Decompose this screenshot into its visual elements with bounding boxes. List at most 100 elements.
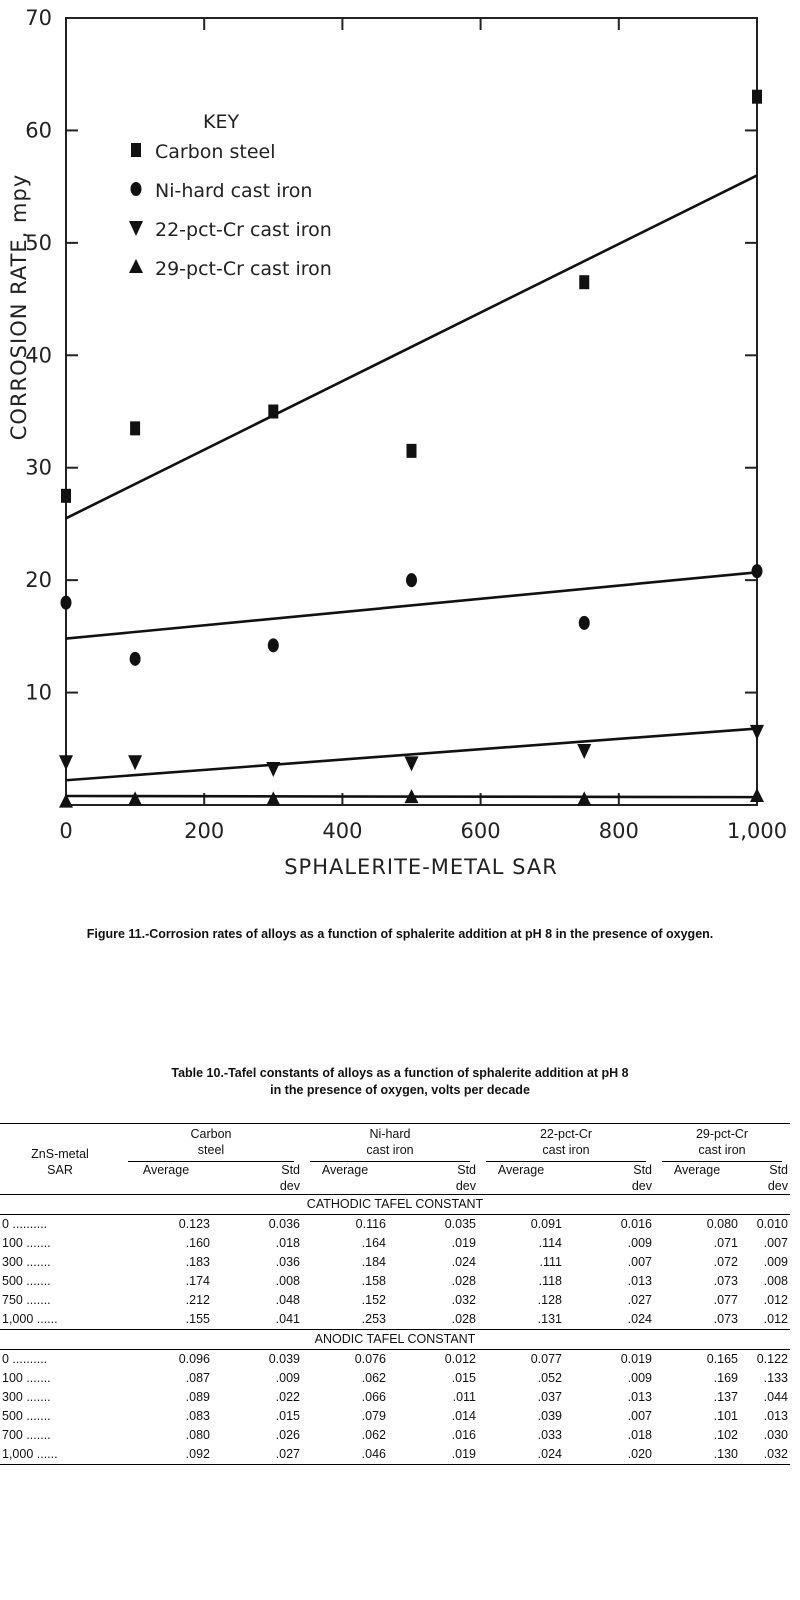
sar-cell: 700 ....... (2, 1428, 51, 1442)
std-dev-cell: .007 (627, 1255, 652, 1269)
group-header-carbon-steel: Carbon steel (120, 1126, 302, 1161)
y-tick-label: 70 (25, 6, 52, 30)
group-rule (310, 1161, 470, 1162)
std-dev-cell: .007 (763, 1236, 788, 1250)
std-dev-cell: 0.122 (756, 1352, 788, 1366)
group-header-line-2: cast iron (366, 1143, 414, 1157)
data-point-square (61, 488, 71, 503)
average-cell: .066 (361, 1390, 386, 1404)
group-header-line-1: 29-pct-Cr (695, 1127, 749, 1141)
std-dev-header-line-2: dev (455, 1179, 476, 1193)
y-tick-label: 10 (25, 681, 52, 705)
std-dev-cell: .028 (451, 1274, 476, 1288)
y-axis-title: CORROSION RATE, mpy (7, 174, 31, 440)
average-cell: 0.116 (355, 1217, 386, 1231)
y-tick-label: 20 (25, 568, 52, 592)
std-dev-cell: .018 (627, 1428, 652, 1442)
std-dev-cell: .019 (451, 1447, 476, 1461)
average-cell: .024 (537, 1447, 562, 1461)
legend-label: 29-pct-Cr cast iron (155, 258, 332, 280)
std-dev-header: Std dev (564, 1162, 654, 1195)
legend-label: Carbon steel (155, 141, 276, 163)
std-dev-cell: .009 (627, 1371, 652, 1385)
data-point-circle (267, 638, 279, 653)
average-cell: .128 (537, 1293, 562, 1307)
table-row: 300 ....... .183 .036 .184 .024 .111 .007 .072.… (0, 1253, 790, 1272)
average-cell: .039 (537, 1409, 562, 1423)
group-header-line-1: Carbon (190, 1127, 232, 1141)
average-cell: .253 (361, 1312, 386, 1326)
std-dev-header-line-1: Std (281, 1163, 300, 1177)
std-dev-header: Std dev (740, 1162, 790, 1195)
x-tick-label: 400 (322, 819, 362, 843)
group-header-22-cr: 22-pct-Cr cast iron (478, 1126, 654, 1161)
table-row: 0 .......... 0.096 0.039 0.076 0.012 0.077 0.0… (0, 1350, 790, 1370)
average-cell: .184 (361, 1255, 386, 1269)
std-dev-cell: .016 (451, 1428, 476, 1442)
average-cell: .130 (713, 1447, 738, 1461)
legend-label: Ni-hard cast iron (155, 180, 312, 202)
average-cell: .072 (713, 1255, 738, 1269)
data-point-triangle-up (404, 789, 419, 804)
x-tick-label: 800 (599, 819, 639, 843)
average-cell: .114 (538, 1236, 562, 1250)
average-cell: .073 (713, 1274, 738, 1288)
figure-caption: Figure 11.-Corrosion rates of alloys as … (86, 927, 714, 941)
average-cell: .071 (713, 1236, 738, 1250)
data-point-triangle-down (128, 755, 143, 771)
data-point-triangle-down (750, 724, 764, 740)
table-row: 100 ....... .087 .009 .062 .015 .052 .009 .169.… (0, 1369, 790, 1388)
sar-cell: 1,000 ...... (2, 1312, 58, 1326)
std-dev-cell: 0.036 (268, 1217, 300, 1231)
table-row: 1,000 ...... .155 .041 .253 .028 .131 .024 .073… (0, 1310, 790, 1330)
average-cell: .077 (713, 1293, 738, 1307)
average-cell: 0.123 (178, 1217, 210, 1231)
table-body: CATHODIC TAFEL CONSTANT 0 .......... 0.123… (0, 1194, 790, 1465)
average-cell: .089 (185, 1390, 210, 1404)
std-dev-cell: 0.035 (444, 1217, 476, 1231)
table-row: 0 .......... 0.123 0.036 0.116 0.035 0.091 0.0… (0, 1215, 790, 1235)
table-row: 300 ....... .089 .022 .066 .011 .037 .013 .137.… (0, 1388, 790, 1407)
std-dev-cell: 0.019 (620, 1352, 652, 1366)
average-header: Average (497, 1163, 545, 1177)
std-dev-cell: .024 (451, 1255, 476, 1269)
average-cell: .033 (537, 1428, 562, 1442)
average-cell: .212 (185, 1293, 210, 1307)
average-cell: 0.077 (530, 1352, 562, 1366)
sar-cell: 300 ....... (2, 1255, 51, 1269)
average-cell: .111 (539, 1255, 562, 1269)
fit-line-triangle-down (65, 727, 758, 782)
std-dev-cell: .024 (627, 1312, 652, 1326)
std-dev-cell: .028 (451, 1312, 476, 1326)
data-point-circle (578, 615, 590, 630)
data-point-triangle-down (266, 762, 281, 778)
data-point-circle (751, 564, 763, 579)
plot-frame (65, 17, 758, 806)
std-dev-cell: .026 (275, 1428, 300, 1442)
group-header-line-2: steel (197, 1143, 225, 1157)
data-point-triangle-down (577, 744, 592, 760)
std-dev-header-line-2: dev (767, 1179, 788, 1193)
table-row: 750 ....... .212 .048 .152 .032 .128 .027 .077.… (0, 1291, 790, 1310)
average-cell: .102 (713, 1428, 738, 1442)
std-dev-cell: .020 (627, 1447, 652, 1461)
section-title: CATHODIC TAFEL CONSTANT (0, 1194, 790, 1215)
std-dev-cell: .018 (275, 1236, 300, 1250)
std-dev-cell: .032 (763, 1447, 788, 1461)
table-header: ZnS-metal Carbon steel Ni-hard cast iron… (0, 1123, 790, 1195)
group-header-line-1: 22-pct-Cr (539, 1127, 593, 1141)
table-row: 500 ....... .083 .015 .079 .014 .039 .007 .101.… (0, 1407, 790, 1426)
std-dev-cell: .008 (763, 1274, 788, 1288)
average-cell: 0.165 (706, 1352, 738, 1366)
average-cell: .052 (537, 1371, 562, 1385)
data-point-triangle-down (404, 756, 419, 772)
std-dev-header-line-2: dev (631, 1179, 652, 1193)
section-title: ANODIC TAFEL CONSTANT (0, 1329, 790, 1350)
sar-cell: 500 ....... (2, 1409, 51, 1423)
std-dev-header: Std dev (388, 1162, 478, 1195)
average-cell: .079 (361, 1409, 386, 1423)
tafel-constants-table: ZnS-metal Carbon steel Ni-hard cast iron… (0, 1123, 790, 1467)
average-cell: .062 (361, 1428, 386, 1442)
average-cell: .160 (185, 1236, 210, 1250)
data-point-triangle-up (577, 791, 592, 806)
